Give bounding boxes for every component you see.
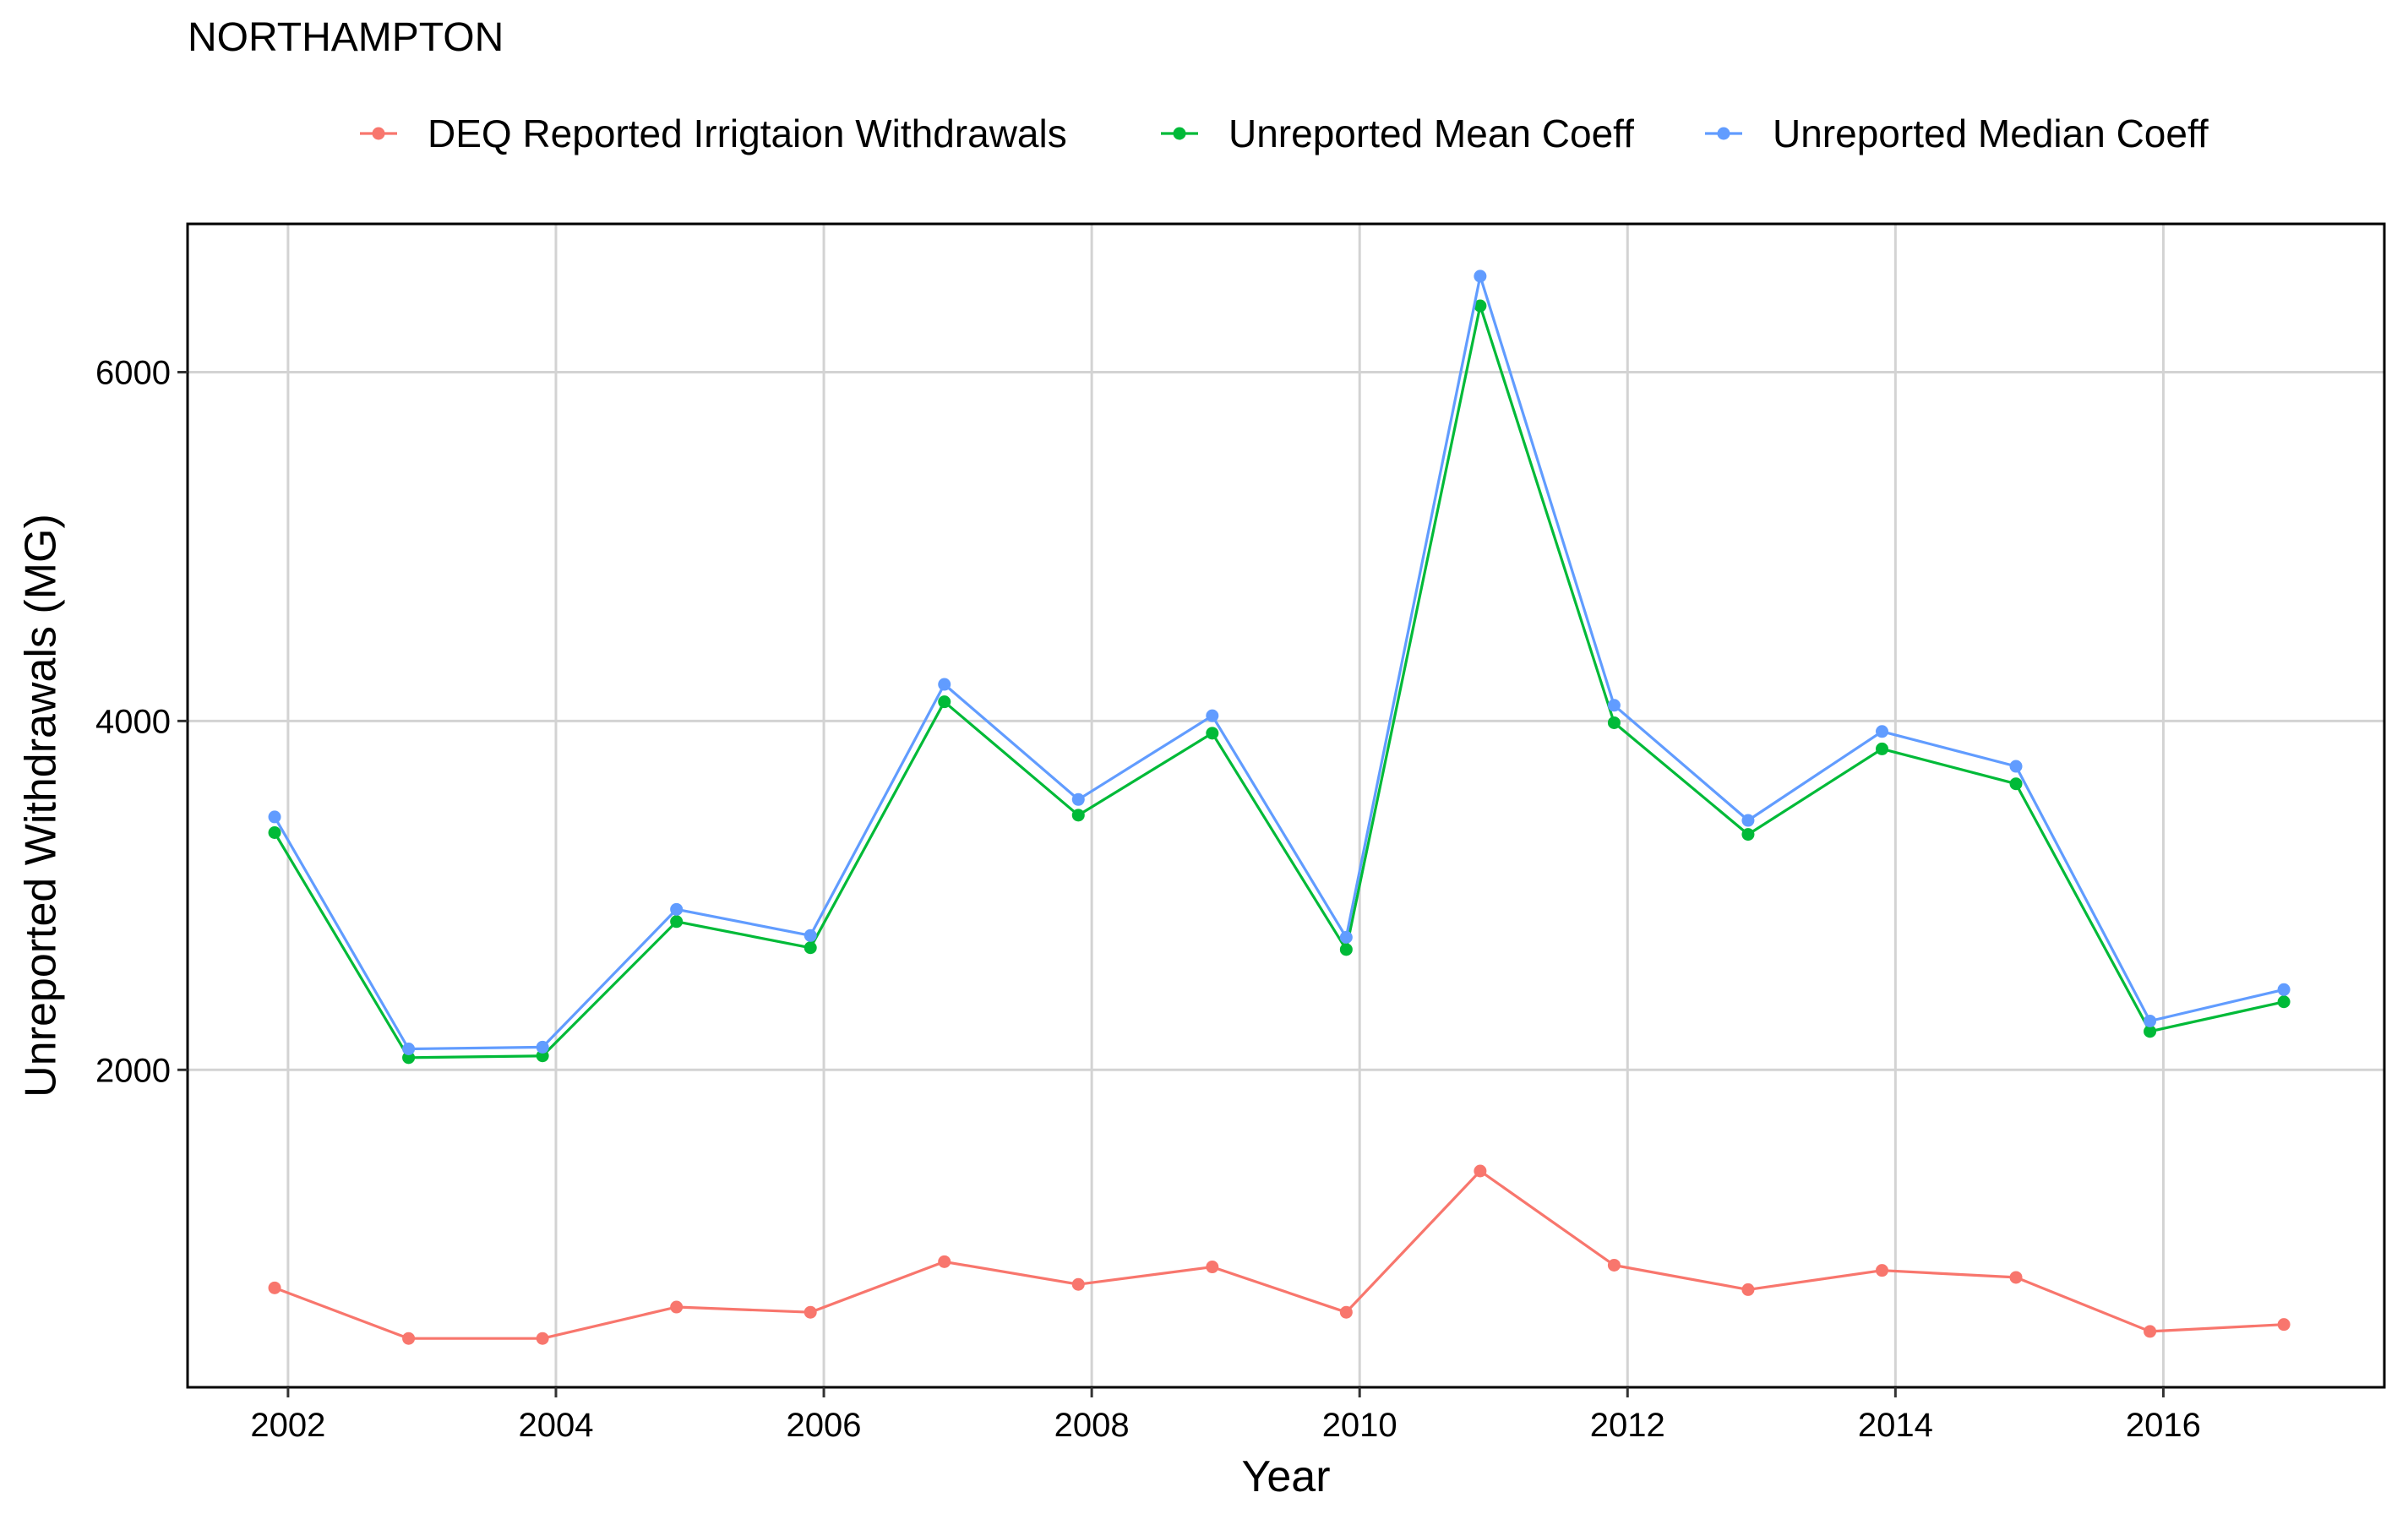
data-point bbox=[536, 1332, 549, 1345]
chart-title: NORTHAMPTON bbox=[188, 15, 504, 60]
data-point bbox=[1206, 1261, 1219, 1274]
data-point bbox=[1607, 699, 1621, 712]
data-point bbox=[1339, 930, 1353, 944]
data-point bbox=[1071, 809, 1085, 822]
x-axis-title: Year bbox=[1241, 1452, 1330, 1501]
x-tick-label: 2010 bbox=[1322, 1407, 1397, 1444]
data-point bbox=[1607, 1258, 1621, 1272]
y-tick-label: 6000 bbox=[95, 354, 171, 391]
data-point bbox=[402, 1332, 416, 1345]
x-axis: 2002 2004 2006 2008 2010 2012 2014 2016 bbox=[250, 1387, 2201, 1444]
legend-key-point bbox=[1173, 127, 1186, 140]
data-point bbox=[1206, 727, 1219, 740]
data-point bbox=[1741, 814, 1755, 827]
data-point bbox=[938, 695, 951, 709]
data-point bbox=[670, 915, 684, 929]
data-point bbox=[1607, 716, 1621, 729]
series-line bbox=[274, 1169, 2285, 1340]
data-point bbox=[1474, 299, 1487, 313]
data-point bbox=[1339, 943, 1353, 956]
plot-panel-border bbox=[186, 222, 2386, 1389]
data-point bbox=[1875, 742, 1888, 755]
legend-key-point bbox=[372, 127, 385, 140]
series-line bbox=[273, 304, 2285, 1059]
data-point bbox=[804, 941, 817, 955]
data-point bbox=[1071, 1277, 1085, 1291]
x-tick-label: 2004 bbox=[518, 1407, 593, 1444]
data-point bbox=[2009, 760, 2023, 773]
data-point bbox=[1206, 709, 1219, 722]
legend-item-3: Unreported Median Coeff bbox=[1705, 112, 2209, 155]
data-point bbox=[670, 902, 684, 916]
data-point bbox=[2277, 983, 2291, 996]
x-tick-label: 2008 bbox=[1054, 1407, 1130, 1444]
legend-item-1: DEQ Reported Irrigtaion Withdrawals bbox=[360, 112, 1067, 155]
data-point bbox=[2009, 777, 2023, 791]
data-point bbox=[402, 1042, 416, 1055]
data-point bbox=[2144, 1325, 2157, 1338]
data-point bbox=[1071, 792, 1085, 806]
data-point bbox=[536, 1049, 549, 1063]
series-3 bbox=[268, 270, 2291, 1055]
x-tick-label: 2014 bbox=[1858, 1407, 1933, 1444]
data-point bbox=[1339, 1305, 1353, 1319]
data-point bbox=[402, 1051, 416, 1065]
legend-key-point bbox=[1717, 127, 1730, 140]
series-line bbox=[273, 275, 2285, 1051]
x-tick-label: 2006 bbox=[787, 1407, 862, 1444]
data-point bbox=[1474, 1164, 1487, 1178]
data-point bbox=[938, 1255, 951, 1268]
y-tick-label: 4000 bbox=[95, 703, 171, 740]
x-tick-label: 2016 bbox=[2126, 1407, 2201, 1444]
series-layer bbox=[268, 270, 2291, 1345]
legend: DEQ Reported Irrigtaion Withdrawals Unrep… bbox=[360, 112, 2209, 155]
data-point bbox=[2144, 1025, 2157, 1038]
data-point bbox=[1741, 1283, 1755, 1296]
data-point bbox=[2144, 1014, 2157, 1027]
legend-label: Unreported Median Coeff bbox=[1773, 112, 2209, 155]
data-point bbox=[2277, 995, 2291, 1009]
data-point bbox=[1875, 725, 1888, 738]
data-point bbox=[938, 678, 951, 691]
x-tick-label: 2012 bbox=[1590, 1407, 1665, 1444]
legend-label: Unreported Mean Coeff bbox=[1229, 112, 1634, 155]
data-point bbox=[670, 1300, 684, 1314]
data-point bbox=[1875, 1264, 1888, 1277]
y-axis: 2000 4000 6000 bbox=[95, 354, 188, 1089]
x-tick-label: 2002 bbox=[250, 1407, 325, 1444]
series-1 bbox=[268, 1164, 2291, 1345]
data-point bbox=[268, 825, 281, 839]
legend-label: DEQ Reported Irrigtaion Withdrawals bbox=[428, 112, 1067, 155]
legend-item-2: Unreported Mean Coeff bbox=[1161, 112, 1634, 155]
gridlines bbox=[188, 224, 2384, 1387]
data-point bbox=[1741, 828, 1755, 841]
y-tick-label: 2000 bbox=[95, 1052, 171, 1089]
series-2 bbox=[268, 299, 2291, 1065]
data-point bbox=[268, 810, 281, 824]
data-point bbox=[536, 1040, 549, 1054]
data-point bbox=[804, 929, 817, 942]
data-point bbox=[2009, 1271, 2023, 1284]
data-point bbox=[1474, 270, 1487, 283]
data-point bbox=[2277, 1318, 2291, 1332]
y-axis-title: Unreported Withdrawals (MG) bbox=[17, 514, 66, 1097]
data-point bbox=[804, 1305, 817, 1319]
data-point bbox=[268, 1281, 281, 1294]
